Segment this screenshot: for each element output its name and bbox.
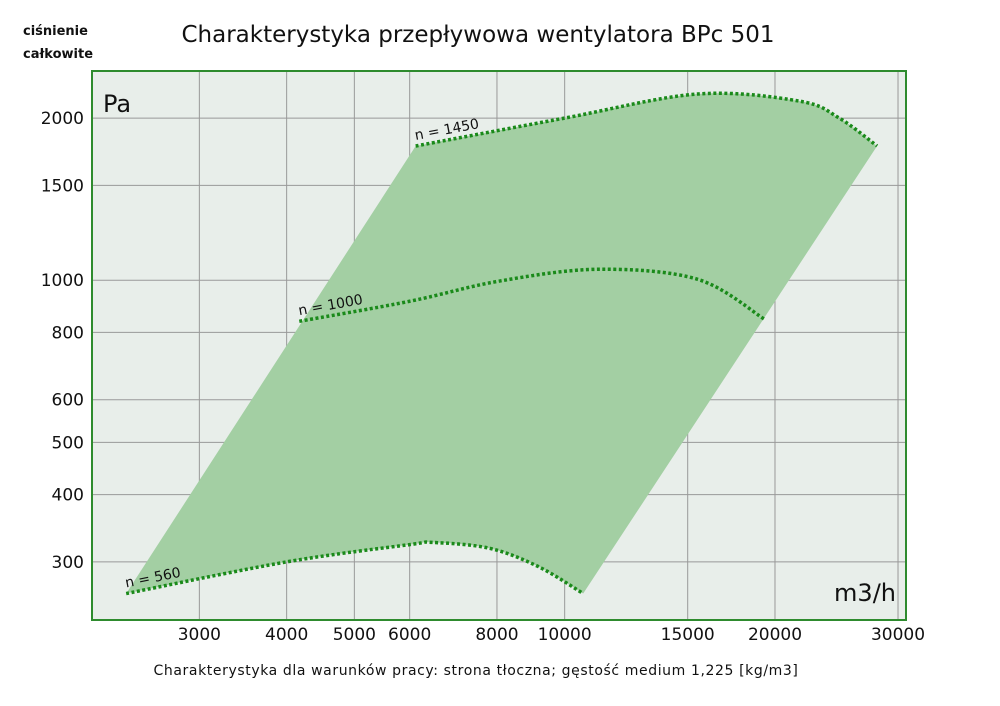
plot-frame [91, 70, 907, 621]
y-tick-label: 400 [52, 486, 84, 506]
y-tick-label: 2000 [41, 109, 84, 129]
x-tick-label: 30000 [871, 625, 925, 645]
x-tick-label: 20000 [748, 625, 802, 645]
x-tick-label: 4000 [265, 625, 308, 645]
y-tick-label: 800 [52, 323, 84, 343]
curve-line [125, 540, 585, 596]
y-axis-label-line1: ciśnienie [23, 24, 88, 39]
y-tick-label: 1500 [41, 176, 84, 196]
footnote: Charakterystyka dla warunków pracy: stro… [154, 663, 799, 679]
y-tick-label: 1000 [41, 271, 84, 291]
operating-region [126, 93, 878, 594]
y-axis-label-line2: całkowite [23, 47, 93, 62]
curve-line [415, 91, 879, 148]
y-unit-label: Pa [103, 90, 131, 118]
tick-labels: 3000 4000 5000 6000 8000 10000 15000 20000 30000… [41, 109, 925, 645]
chart-title: Charakterystyka przepływowa wentylatora … [181, 22, 774, 48]
curve-line [298, 267, 766, 324]
y-tick-label: 600 [52, 391, 84, 411]
x-tick-label: 3000 [178, 625, 221, 645]
x-unit-label: m3/h [834, 579, 896, 607]
x-tick-label: 8000 [475, 625, 518, 645]
x-tick-label: 5000 [333, 625, 376, 645]
x-tick-label: 6000 [388, 625, 431, 645]
x-tick-label: 10000 [538, 625, 592, 645]
y-tick-label: 300 [52, 553, 84, 573]
y-tick-label: 500 [52, 433, 84, 453]
x-tick-label: 15000 [661, 625, 715, 645]
